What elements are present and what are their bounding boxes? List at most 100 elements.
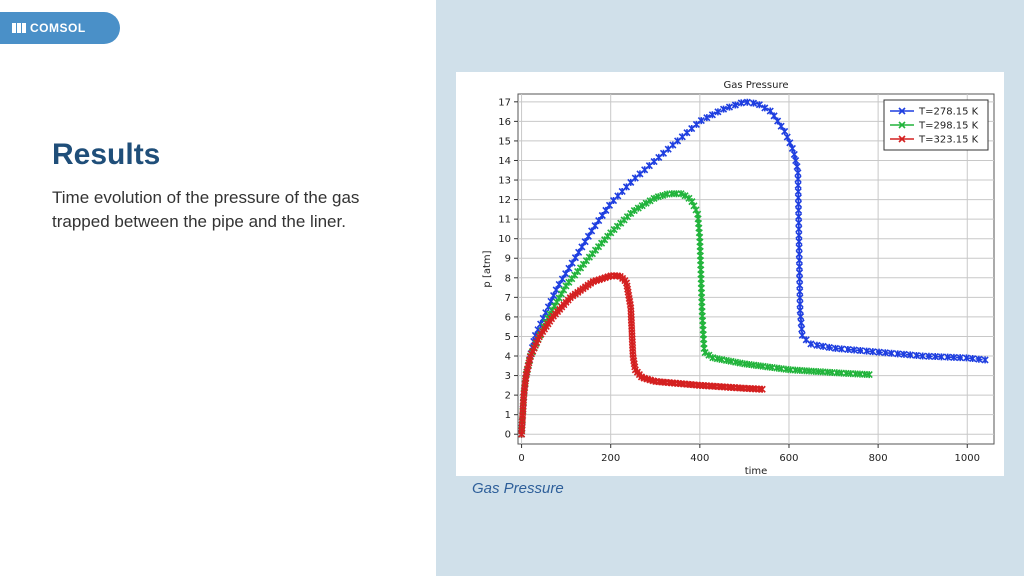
data-point-marker (777, 122, 785, 130)
legend-label: T=298.15 K (918, 121, 979, 132)
y-tick-label: 0 (505, 430, 511, 441)
data-point-marker (598, 211, 606, 220)
description-text: Time evolution of the pressure of the ga… (52, 188, 360, 231)
data-point-marker (571, 254, 579, 262)
data-point-marker (869, 348, 877, 356)
data-point-marker (813, 341, 821, 349)
comsol-logo-icon (12, 23, 26, 33)
data-point-marker (797, 313, 805, 321)
y-tick-label: 10 (498, 234, 511, 245)
y-tick-label: 17 (498, 97, 511, 108)
data-point-marker (795, 269, 804, 277)
data-point-marker (919, 352, 927, 360)
legend-label: T=278.15 K (918, 107, 979, 118)
data-point-marker (863, 347, 871, 355)
data-point-marker (578, 243, 586, 251)
data-point-marker (894, 350, 902, 358)
data-point-marker (798, 325, 806, 333)
data-point-marker (737, 99, 745, 107)
data-point-marker (912, 351, 921, 360)
data-point-marker (568, 259, 576, 267)
comsol-logo: COMSOL (0, 12, 120, 44)
data-point-marker (731, 101, 739, 109)
data-point-marker (705, 351, 713, 359)
data-point-marker (703, 114, 711, 122)
data-point-marker (969, 354, 977, 363)
y-tick-label: 4 (505, 352, 511, 363)
data-point-marker (795, 212, 803, 221)
figure-caption: Gas Pressure (472, 480, 564, 497)
x-tick-label: 0 (518, 453, 524, 464)
data-point-marker (881, 349, 889, 357)
y-tick-label: 1 (505, 410, 511, 421)
data-point-marker (795, 238, 803, 246)
data-point-marker (937, 353, 945, 361)
data-point-marker (794, 181, 802, 189)
x-tick-label: 1000 (955, 453, 980, 464)
data-point-marker (793, 163, 801, 171)
data-point-marker (770, 112, 778, 120)
y-tick-label: 11 (498, 215, 511, 226)
y-tick-label: 16 (498, 117, 511, 128)
data-point-marker (795, 250, 803, 258)
data-point-marker (565, 264, 573, 272)
data-point-marker (887, 349, 896, 357)
data-point-marker (807, 340, 815, 348)
data-point-marker (558, 275, 566, 283)
y-tick-label: 3 (505, 371, 511, 382)
data-point-marker (743, 98, 751, 106)
x-tick-label: 800 (869, 453, 888, 464)
results-text-block: Results Time evolution of the pressure o… (52, 138, 382, 234)
data-point-marker (975, 355, 983, 363)
data-point-marker (865, 371, 873, 379)
data-point-marker (708, 111, 716, 119)
y-tick-label: 9 (505, 254, 511, 265)
data-point-marker (638, 202, 646, 210)
data-point-marker (634, 204, 642, 212)
data-point-marker (831, 344, 840, 352)
data-point-marker (697, 117, 705, 125)
data-point-marker (795, 244, 803, 252)
data-point-marker (906, 351, 914, 359)
y-tick-label: 15 (498, 136, 511, 147)
data-point-marker (794, 187, 802, 196)
legend-marker (898, 121, 906, 129)
y-tick-label: 2 (505, 391, 511, 402)
data-point-marker (555, 280, 563, 288)
chart-title: Gas Pressure (724, 80, 789, 91)
y-tick-label: 6 (505, 312, 511, 323)
data-point-marker (788, 144, 796, 153)
data-point-marker (925, 352, 933, 360)
data-point-marker (796, 288, 804, 296)
x-tick-label: 200 (601, 453, 620, 464)
data-point-marker (681, 192, 689, 200)
data-point-marker (581, 238, 589, 246)
x-axis-label: time (745, 466, 768, 476)
data-point-marker (794, 194, 802, 202)
x-tick-label: 600 (779, 453, 798, 464)
data-point-marker (838, 345, 846, 353)
data-point-marker (630, 206, 638, 215)
data-point-marker (794, 175, 802, 183)
data-point-marker (944, 353, 952, 361)
y-tick-label: 13 (498, 176, 511, 187)
data-point-marker (795, 263, 803, 271)
data-point-marker (588, 227, 596, 235)
data-point-marker (714, 108, 722, 116)
y-tick-label: 14 (498, 156, 511, 167)
data-point-marker (956, 354, 964, 362)
data-point-marker (794, 169, 802, 177)
logo-text: COMSOL (30, 21, 86, 35)
data-point-marker (856, 346, 864, 355)
legend-marker (898, 135, 906, 143)
data-point-marker (650, 194, 658, 202)
page-title: Results (52, 138, 161, 171)
data-point-marker (774, 117, 782, 125)
data-point-marker (796, 275, 804, 283)
y-tick-label: 12 (498, 195, 511, 206)
data-point-marker (981, 356, 989, 364)
chart-panel: 0 200 400 600 800 1000 0 1 2 3 4 5 6 7 8 9 10 11 12 13 14 15 1… (436, 0, 1024, 576)
y-axis-label: p [atm] (482, 250, 493, 287)
data-point-marker (792, 156, 800, 165)
data-point-marker (677, 190, 685, 198)
